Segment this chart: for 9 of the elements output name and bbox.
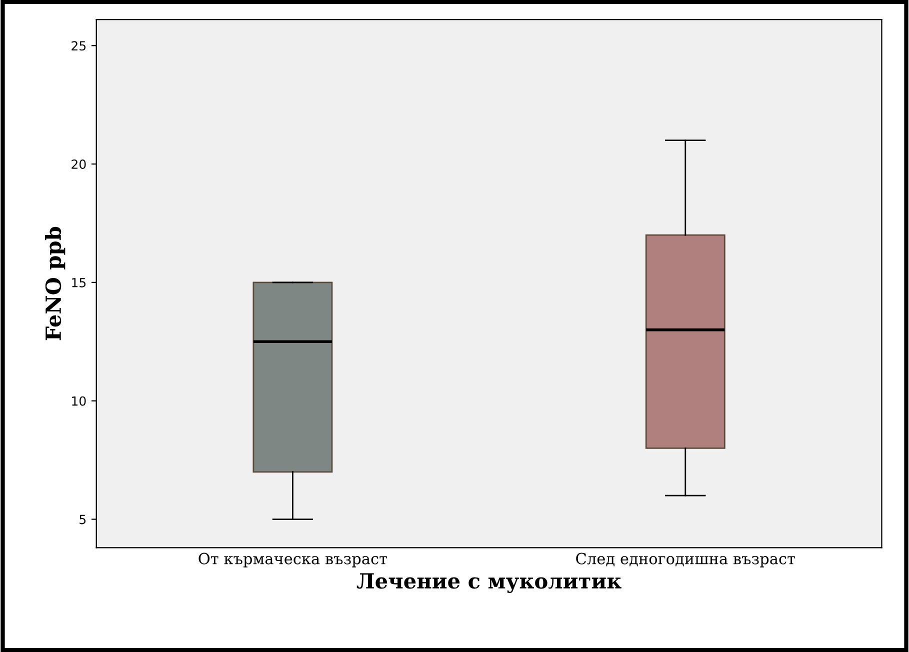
x-tick-label: От кърмаческа възраст [198,552,387,568]
y-tick-label: 5 [80,514,86,524]
x-tick-label: След едногодишна възраст [576,552,795,568]
y-axis-title: FeNO ppb [45,226,66,340]
y-tick-label: 10 [72,396,86,406]
y-tick-label: 15 [72,278,86,288]
y-tick-label: 20 [72,159,86,169]
x-axis-title: Лечение с муколитик [356,573,622,594]
y-tick-label: 25 [72,41,86,51]
